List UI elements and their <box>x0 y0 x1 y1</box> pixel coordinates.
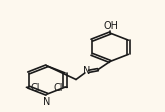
Text: N: N <box>43 97 50 107</box>
Text: OH: OH <box>103 21 118 31</box>
Text: N: N <box>83 66 90 76</box>
Text: Cl: Cl <box>31 83 40 93</box>
Text: Cl: Cl <box>54 83 63 93</box>
